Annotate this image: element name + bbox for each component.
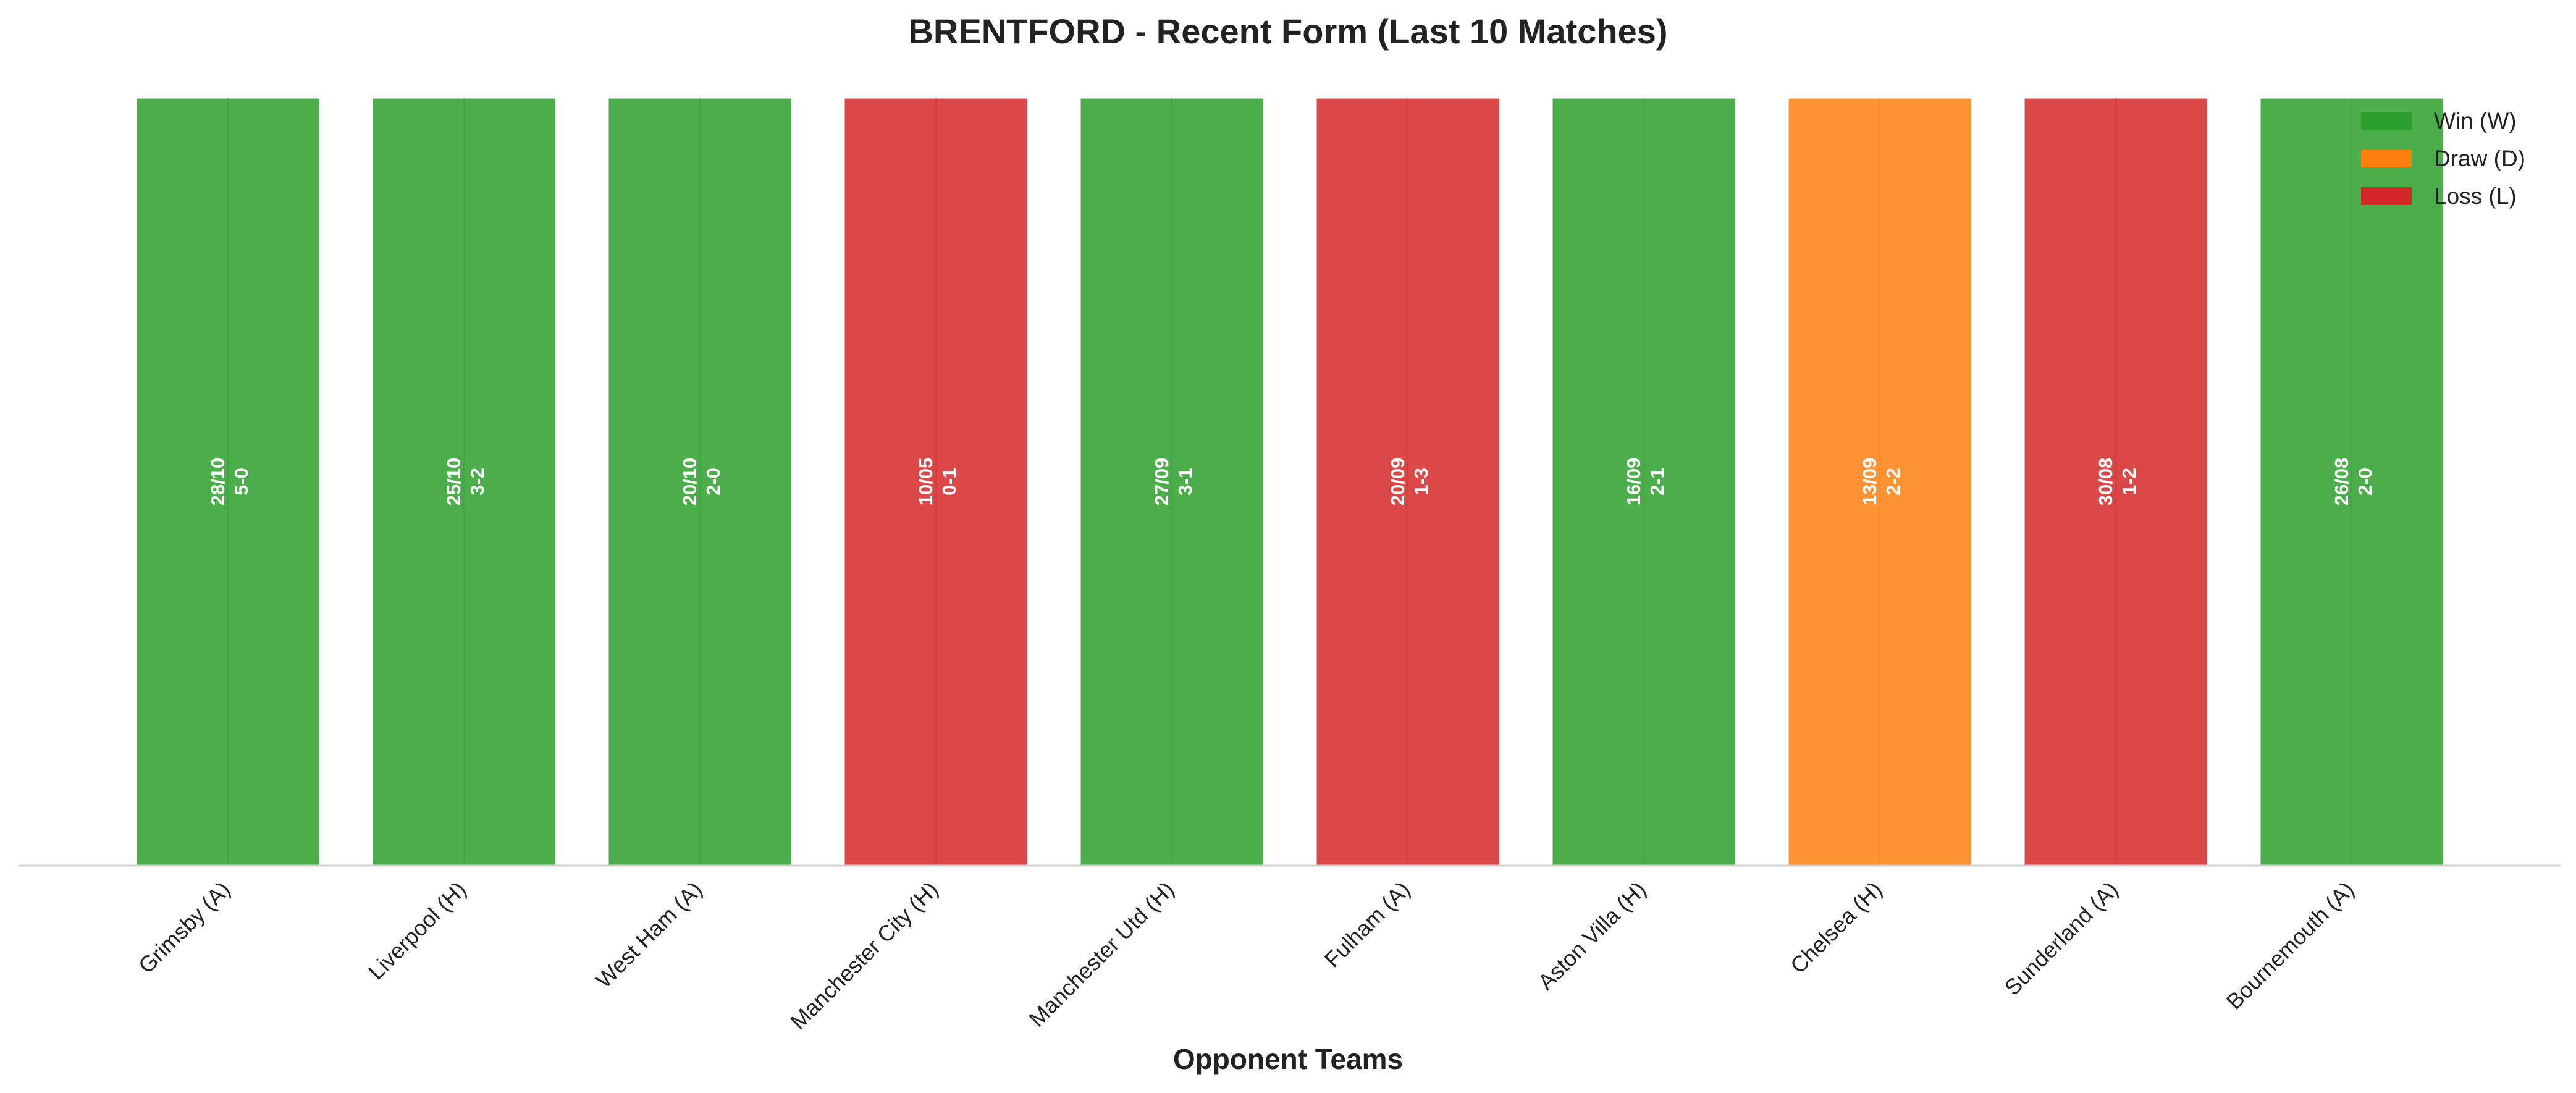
x-tick-label: Manchester City (H): [785, 877, 943, 1034]
legend-swatch-l: [2361, 187, 2412, 205]
x-tick-label: Aston Villa (H): [1533, 877, 1651, 995]
bar-label: 25/103-2: [443, 458, 488, 506]
legend-label: Win (W): [2434, 108, 2517, 133]
bar-1: [135, 96, 321, 867]
bar-label: 10/050-1: [915, 458, 960, 506]
x-tick-label: Chelsea (H): [1785, 877, 1887, 979]
bar-label: 20/091-3: [1387, 458, 1432, 506]
bar-label: 20/102-0: [679, 458, 724, 506]
bar-score-label: 2-0: [702, 468, 724, 496]
bar-date-label: 25/10: [443, 458, 465, 506]
x-tick-label: Fulham (A): [1320, 877, 1415, 973]
bar-date-label: 30/08: [2095, 458, 2116, 506]
x-tick-label: Manchester Utd (H): [1024, 877, 1179, 1032]
bar-score-label: 2-0: [2354, 468, 2376, 496]
legend-label: Draw (D): [2434, 146, 2525, 171]
x-tick-labels: Grimsby (A) Liverpool (H) West Ham (A) Manc…: [133, 877, 2359, 1034]
bar-10: [2258, 96, 2445, 867]
bar-label: 26/082-0: [2331, 458, 2376, 506]
bar-date-label: 13/09: [1859, 458, 1880, 506]
bar-date-label: 20/09: [1387, 458, 1408, 506]
bars-group: 28/105-0 25/103-2 20/102-0 10/050-1 27/093-1…: [135, 96, 2445, 867]
bar-7: [1551, 96, 1737, 867]
legend-swatch-w: [2361, 112, 2412, 130]
bar-3: [607, 96, 793, 867]
bar-score-label: 0-1: [938, 468, 960, 496]
bar-score-label: 1-3: [1410, 468, 1432, 496]
bar-label: 28/105-0: [207, 458, 252, 506]
bar-label: 16/092-1: [1623, 458, 1668, 506]
bar-score-label: 2-1: [1646, 468, 1668, 496]
legend-label: Loss (L): [2434, 184, 2517, 209]
bar-date-label: 10/05: [915, 458, 937, 506]
bar-date-label: 27/09: [1151, 458, 1172, 506]
bar-date-label: 28/10: [207, 458, 229, 506]
x-tick-label: Liverpool (H): [363, 877, 471, 985]
bar-label: 27/093-1: [1151, 458, 1196, 506]
bar-date-label: 26/08: [2331, 458, 2352, 506]
x-tick-label: Sunderland (A): [1999, 877, 2123, 1000]
x-axis-label: Opponent Teams: [1173, 1043, 1403, 1075]
bar-score-label: 3-1: [1174, 468, 1196, 496]
x-tick-label: Bournemouth (A): [2221, 877, 2359, 1015]
bar-2: [371, 96, 557, 867]
bar-label: 13/092-2: [1859, 458, 1904, 506]
legend: Win (W) Draw (D) Loss (L): [2361, 108, 2525, 209]
x-tick-label: West Ham (A): [591, 877, 707, 993]
legend-swatch-d: [2361, 150, 2412, 167]
x-tick-label: Grimsby (A): [133, 877, 235, 979]
bar-5: [1079, 96, 1265, 867]
bar-score-label: 5-0: [230, 468, 252, 496]
bar-score-label: 3-2: [466, 468, 488, 496]
bar-6: [1315, 96, 1501, 867]
bar-score-label: 2-2: [1882, 468, 1904, 496]
bar-4: [843, 96, 1029, 867]
bar-score-label: 1-2: [2118, 468, 2140, 496]
bar-date-label: 16/09: [1623, 458, 1644, 506]
chart-title: BRENTFORD - Recent Form (Last 10 Matches…: [908, 12, 1667, 51]
bar-label: 30/081-2: [2095, 458, 2140, 506]
bar-date-label: 20/10: [679, 458, 701, 506]
